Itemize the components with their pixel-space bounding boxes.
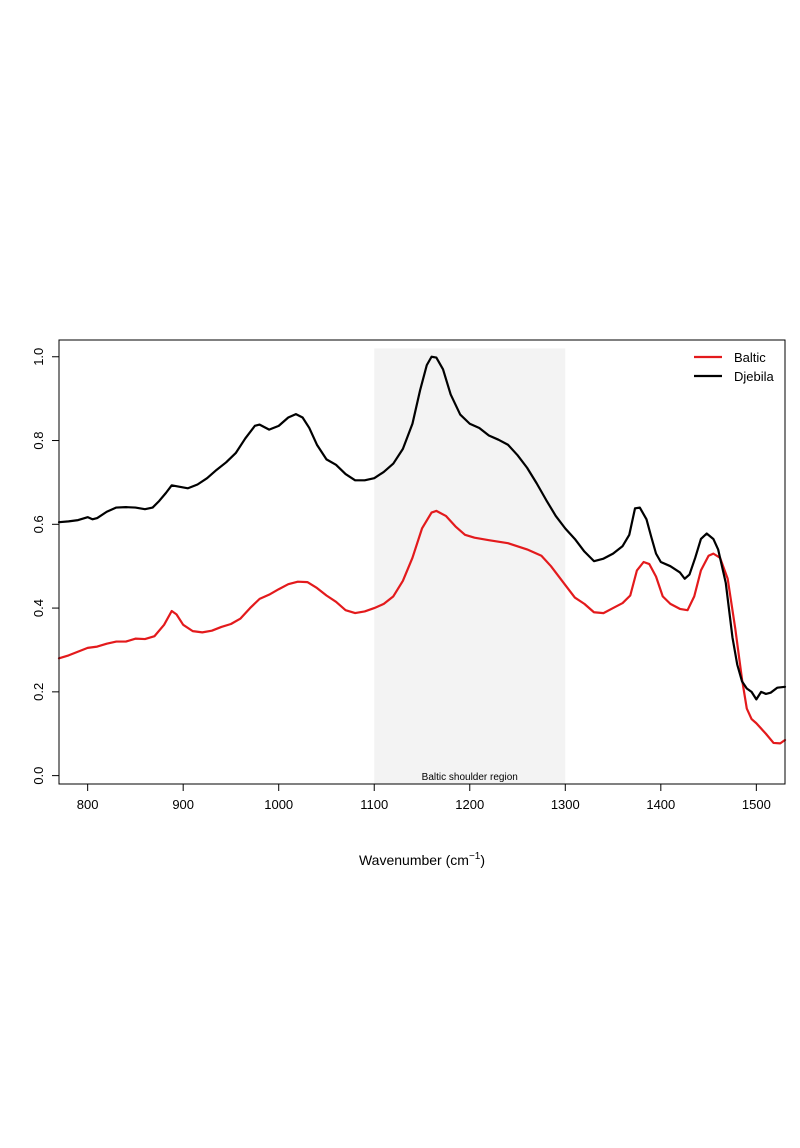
x-tick-label-1100: 1100 [360, 797, 388, 812]
y-tick-label-0.6: 0.6 [31, 515, 46, 533]
y-tick-label-1.0: 1.0 [31, 348, 46, 366]
x-tick-label-1200: 1200 [455, 797, 484, 812]
y-axis: 0.0 0.2 0.4 0.6 0.8 1.0 [31, 348, 59, 785]
x-tick-label-800: 800 [77, 797, 99, 812]
x-tick-label-1500: 1500 [742, 797, 771, 812]
y-tick-label-0.4: 0.4 [31, 599, 46, 617]
x-axis-title-suffix: ) [480, 852, 485, 868]
series-line-djebila [57, 355, 787, 701]
x-tick-label-1000: 1000 [264, 797, 293, 812]
x-axis-title-main: Wavenumber (cm [359, 852, 469, 868]
series-layer [57, 355, 787, 745]
x-tick-label-1300: 1300 [551, 797, 580, 812]
x-axis-title-superscript: −1 [469, 851, 481, 862]
legend-label-baltic: Baltic [734, 350, 766, 365]
legend-label-djebila: Djebila [734, 369, 775, 384]
plot-frame [58, 339, 786, 785]
legend: Baltic Djebila [694, 350, 775, 384]
y-tick-label-0.0: 0.0 [31, 767, 46, 785]
y-tick-label-0.2: 0.2 [31, 683, 46, 701]
series-line-baltic [57, 509, 787, 745]
x-tick-label-1400: 1400 [646, 797, 675, 812]
x-tick-label-900: 900 [172, 797, 194, 812]
shaded-region [374, 348, 566, 784]
x-axis: 800 900 1000 1100 1200 1300 1400 1500 [77, 784, 771, 812]
shaded-region-label: Baltic shoulder region [422, 772, 518, 783]
y-tick-label-0.8: 0.8 [31, 431, 46, 449]
x-axis-title: Wavenumber (cm−1) [359, 851, 485, 868]
